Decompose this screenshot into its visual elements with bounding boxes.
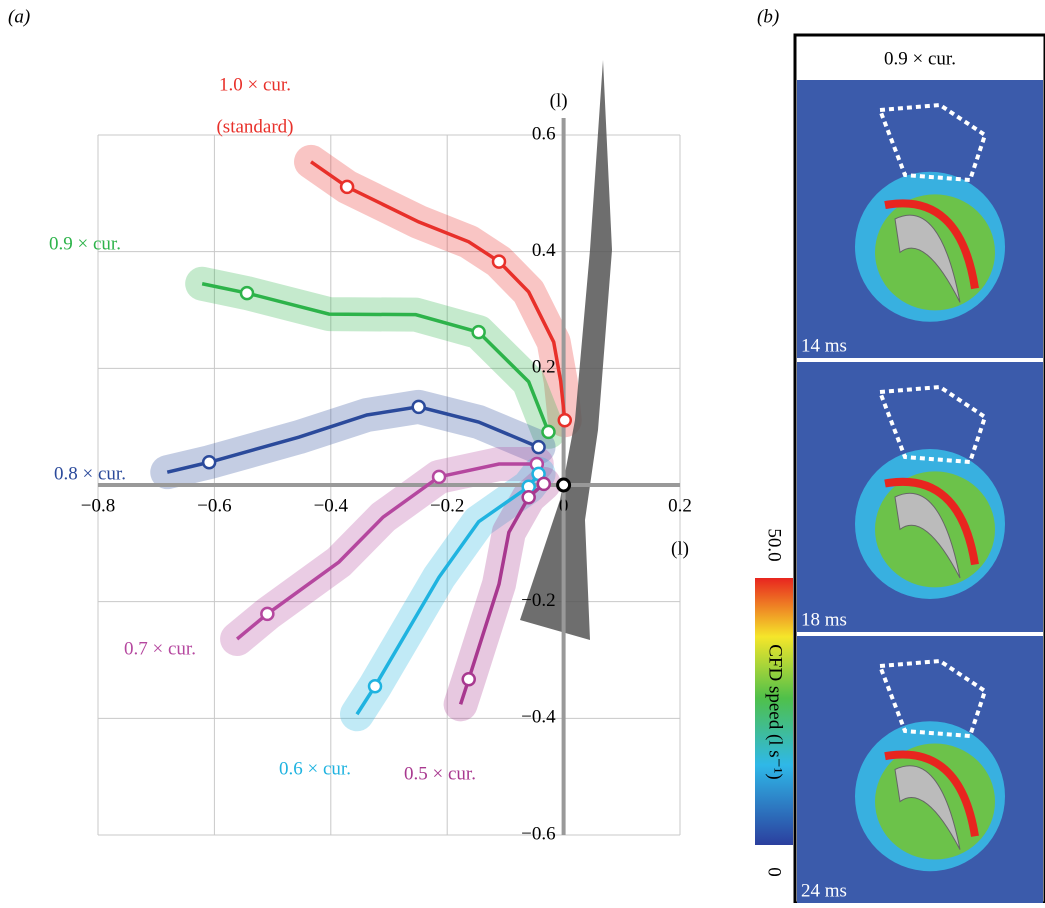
marker [521, 490, 536, 505]
colorbar-max: 50.0 [764, 528, 785, 561]
series-label: 0.8 × cur. [54, 463, 126, 484]
marker [491, 254, 507, 269]
y-axis-label: (l) [550, 90, 568, 111]
marker [239, 285, 255, 301]
y-tick-label: 0.2 [532, 357, 556, 378]
axes: −0.8−0.6−0.4−0.200.2−0.6−0.4−0.20.20.40.… [49, 74, 692, 844]
x-tick-label: 0.2 [668, 495, 692, 516]
frames: 14 ms 18 ms 24 ms [797, 80, 1043, 903]
flow-peak [884, 477, 979, 566]
series-label: 0.5 × cur. [404, 763, 476, 784]
panel-b-title: 0.9 × cur. [884, 48, 956, 69]
y-tick-label: 0.6 [532, 123, 556, 144]
series-note: (standard) [216, 116, 293, 137]
flow-frame: 18 ms [797, 362, 1043, 636]
origin-marker [556, 477, 572, 493]
colorbar-min: 0 [764, 867, 785, 877]
x-tick-label: −0.2 [430, 495, 464, 516]
panel-label: (a) [8, 6, 30, 27]
frame-time: 18 ms [801, 609, 847, 630]
marker [431, 469, 447, 485]
marker [339, 179, 355, 195]
flow-peak [884, 199, 979, 290]
marker [541, 424, 556, 440]
flow-frame: 24 ms [797, 636, 1043, 903]
series-label: 0.7 × cur. [124, 638, 196, 659]
marker [536, 476, 552, 492]
x-tick-label: −0.4 [314, 495, 349, 516]
wake-outline [877, 102, 988, 183]
marker [531, 439, 546, 455]
x-tick-label: −0.6 [197, 495, 231, 516]
marker [471, 324, 486, 340]
flow-frame: 14 ms [797, 80, 1043, 362]
body-shape [520, 60, 612, 640]
series-label: 1.0 × cur. [219, 74, 291, 95]
marker [411, 399, 426, 415]
marker [367, 679, 383, 694]
marker [201, 455, 217, 470]
frame-time: 24 ms [801, 880, 847, 901]
panel-label: (b) [757, 6, 779, 27]
y-tick-label: −0.2 [521, 590, 555, 611]
body [894, 214, 961, 303]
series-label: 0.9 × cur. [49, 233, 121, 254]
y-tick-label: 0.4 [532, 240, 556, 261]
body [894, 765, 961, 850]
y-tick-label: −0.6 [521, 823, 555, 844]
marker [557, 413, 573, 428]
x-axis-label: (l) [671, 538, 689, 559]
y-tick-label: −0.4 [521, 707, 556, 728]
series-label: 0.6 × cur. [279, 758, 351, 779]
colorbar [755, 578, 793, 845]
marker [461, 672, 476, 687]
body [894, 492, 961, 579]
wake-outline [877, 384, 988, 465]
wake-outline [877, 658, 988, 739]
x-tick-label: −0.8 [81, 495, 115, 516]
frame-time: 14 ms [801, 335, 847, 356]
colorbar-label: CFD speed (l s⁻¹) [765, 644, 786, 780]
marker [260, 606, 275, 622]
flow-peak [884, 750, 979, 837]
